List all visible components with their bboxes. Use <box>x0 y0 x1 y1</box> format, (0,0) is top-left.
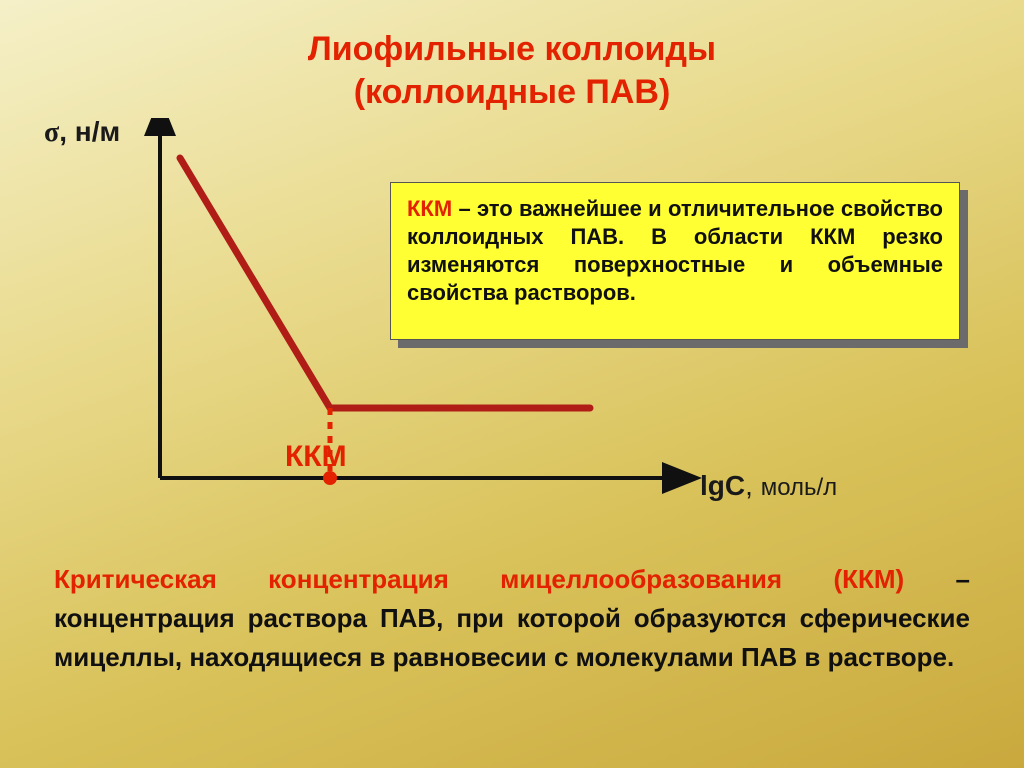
sigma-symbol: σ <box>44 117 59 148</box>
kkm-marker-label: ККМ <box>285 440 347 474</box>
slide-title: Лиофильные коллоиды (коллоидные ПАВ) <box>0 28 1024 113</box>
x-axis-unit: моль/л <box>761 474 838 501</box>
title-line1: Лиофильные коллоиды <box>308 30 716 68</box>
kkm-info-box: ККМ – это важнейшее и отличительное свой… <box>390 182 960 340</box>
kkm-term: ККМ <box>407 196 452 221</box>
kkm-definition: Критическая концентрация мицеллообразова… <box>54 560 970 677</box>
x-axis-var: C <box>725 470 745 501</box>
title-line2: (коллоидные ПАВ) <box>354 73 671 111</box>
kkm-info-text: – это важнейшее и отличительное свойство… <box>407 196 943 305</box>
x-axis-label: lgC, моль/л <box>700 470 837 502</box>
y-axis-label: σ, н/м <box>44 116 120 149</box>
definition-head: Критическая концентрация мицеллообразова… <box>54 564 904 594</box>
x-axis-lg: lg <box>700 470 725 501</box>
